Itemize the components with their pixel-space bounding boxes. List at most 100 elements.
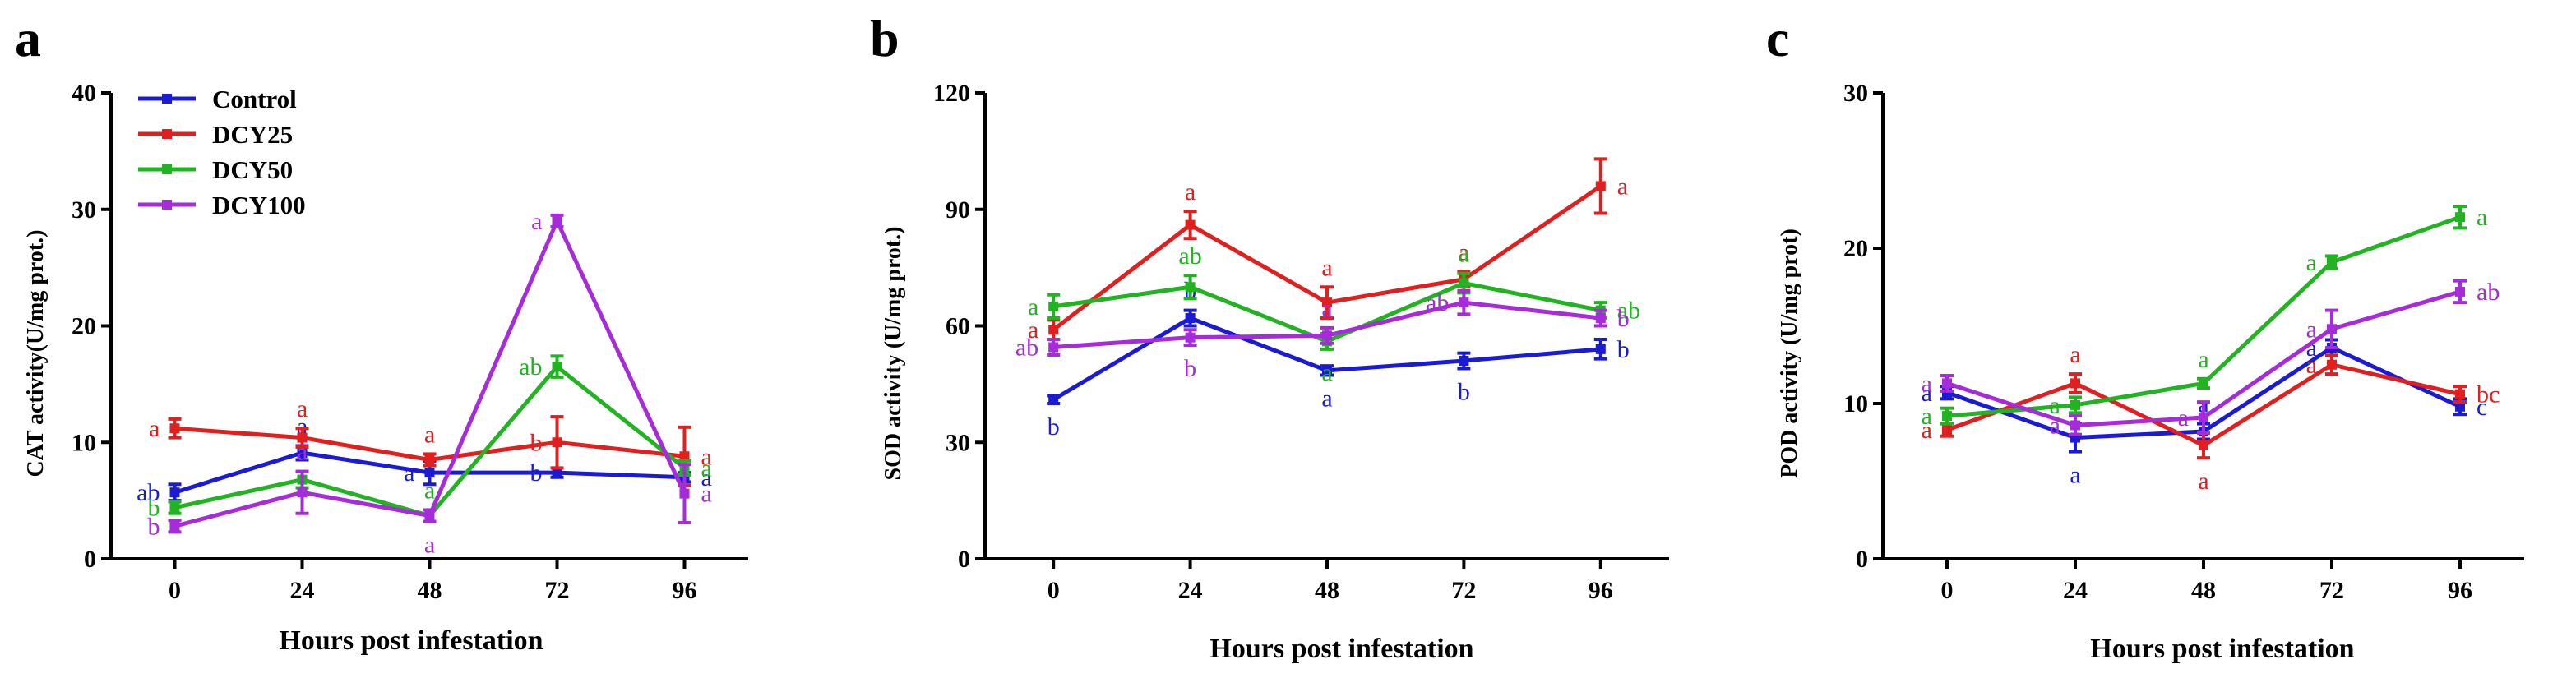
- panel-b-series-control-point: [1048, 394, 1059, 405]
- panel-b-series-dcy25-significance-letter: a: [1617, 173, 1628, 200]
- panel-a-series-dcy100-point: [679, 488, 690, 499]
- legend: Control DCY25 DCY50 DCY100: [138, 85, 306, 219]
- panel-c-series-dcy100-significance-letter: a: [2050, 412, 2060, 439]
- panel-c-series-dcy25-point: [2327, 359, 2337, 370]
- panel-a-series-dcy100-significance-letter: a: [297, 439, 308, 466]
- panel-b-y-tick-label: 0: [958, 546, 970, 573]
- panel-a-series-dcy25-point: [679, 451, 690, 462]
- panel-b-series-dcy100-significance-letter: b: [1184, 355, 1196, 382]
- panel-c-y-tick-label: 10: [1843, 390, 1868, 417]
- panel-b-y-tick-label: 60: [946, 313, 970, 340]
- panel-a-y-tick-label: 40: [72, 80, 96, 107]
- panel-a-series-control-point: [169, 487, 180, 498]
- panel-c-series-dcy25-significance-letter: a: [1922, 417, 1932, 444]
- panel-a-series-control-point: [297, 448, 308, 459]
- panel-b-x-tick-label: 96: [1589, 577, 1613, 604]
- panel-b-y-axis-label: SOD activity (U/mg prot.): [881, 227, 906, 481]
- panel-b-x-tick-label: 24: [1178, 577, 1203, 604]
- panel-a-series-control-significance-letter: ab: [136, 479, 160, 506]
- panel-b-x-tick-label: 48: [1315, 577, 1339, 604]
- panel-a: a CAT activity(U/mg prot.) Hours post in…: [15, 9, 748, 656]
- panel-a-x-tick-label: 0: [169, 577, 181, 604]
- panel-a-series-dcy25-point: [552, 437, 562, 448]
- panel-a-series-dcy50-point: [169, 502, 180, 513]
- panel-b-series-control-point: [1459, 356, 1469, 367]
- panel-b-series-control-point: [1185, 313, 1196, 324]
- panel-c-y-axis-label: POD activity (U/mg prot): [1777, 228, 1802, 478]
- panel-c-series-dcy50-point: [2199, 378, 2208, 389]
- panel-a-series-dcy25-significance-letter: a: [149, 415, 160, 442]
- panel-c-series-dcy100-point: [2070, 420, 2080, 431]
- panel-a-series-dcy100-point: [297, 487, 308, 498]
- legend-marker: [162, 200, 172, 210]
- panel-c-letter: c: [1766, 9, 1789, 67]
- panel-b-x-tick-label: 72: [1451, 577, 1476, 604]
- panel-a-series-dcy100-significance-letter: a: [424, 532, 435, 559]
- panel-a-series-dcy50-significance-letter: a: [701, 454, 712, 482]
- panel-b-series-control: bbabb: [1047, 278, 1630, 440]
- panel-c-series-dcy100-significance-letter: a: [2306, 316, 2317, 343]
- panel-a-series-control-point: [552, 468, 562, 478]
- panel-a-x-tick-label: 72: [545, 577, 570, 604]
- panel-c-x-tick-label: 96: [2448, 577, 2472, 604]
- panel-a-series-dcy25-significance-letter: b: [530, 429, 543, 456]
- panel-c-series-dcy100-point: [1942, 378, 1952, 389]
- panel-c-series-dcy50-significance-letter: a: [2198, 346, 2208, 373]
- panel-a-series-dcy50-significance-letter: a: [424, 477, 435, 504]
- panel-c-y-tick-label: 30: [1843, 80, 1868, 107]
- panel-a-series-dcy100-point: [552, 215, 562, 226]
- panel-a-series-dcy25-significance-letter: a: [424, 421, 435, 448]
- panel-a-y-tick-label: 20: [72, 313, 96, 340]
- panel-a-series-dcy50-significance-letter: b: [148, 495, 160, 522]
- panel-b-series-dcy100-point: [1595, 313, 1606, 324]
- panel-b-y-tick-label: 90: [946, 196, 970, 224]
- panel-b-y-tick-label: 120: [933, 80, 970, 107]
- panel-a-series-dcy100-significance-letter: a: [701, 481, 712, 508]
- panel-b-series-dcy25-significance-letter: a: [1459, 238, 1469, 265]
- panel-c-x-tick-label: 24: [2063, 577, 2088, 604]
- panel-b-series-control-point: [1322, 365, 1332, 376]
- panel-c-series-dcy50-significance-letter: a: [2477, 204, 2487, 231]
- panel-c-series-dcy25-significance-letter: a: [2070, 341, 2080, 368]
- panel-a-y-axis-label: CAT activity(U/mg prot.): [23, 230, 49, 477]
- panel-c-series-dcy100-significance-letter: ab: [2477, 279, 2500, 306]
- legend-item-dcy25: DCY25: [138, 120, 293, 149]
- panel-c-x-tick-label: 0: [1941, 577, 1954, 604]
- panel-a-y-tick-label: 0: [84, 546, 96, 573]
- panel-b-series-dcy25-point: [1322, 297, 1332, 308]
- panel-a-series-dcy100-point: [169, 521, 180, 532]
- panel-c-series-dcy50-point: [1942, 411, 1952, 422]
- panel-b-series-control-significance-letter: a: [1321, 385, 1332, 413]
- panel-a-x-tick-label: 48: [418, 577, 442, 604]
- panel-a-series-control-significance-letter: a: [701, 464, 712, 491]
- panel-b-series-dcy25-point: [1595, 181, 1606, 191]
- panel-a-y-tick-label: 30: [72, 196, 96, 224]
- panel-c: c POD activity (U/mg prot) Hours post in…: [1766, 9, 2524, 664]
- panel-b-series-dcy50-significance-letter: a: [1321, 359, 1332, 386]
- panel-c-series-dcy50-significance-letter: a: [2050, 392, 2060, 419]
- panel-b-series-control-significance-letter: b: [1617, 336, 1630, 363]
- legend-item-dcy50: DCY50: [138, 155, 293, 184]
- panel-b-x-axis-label: Hours post infestation: [1209, 634, 1473, 664]
- panel-b-series-dcy50-point: [1048, 301, 1059, 311]
- panel-b-series-dcy100-point: [1459, 297, 1469, 308]
- panel-b: b SOD activity (U/mg prot.) Hours post i…: [870, 9, 1669, 664]
- panel-a-x-axis-label: Hours post infestation: [279, 625, 543, 656]
- panel-c-series-dcy50-point: [2455, 212, 2465, 223]
- panel-c-series-control-significance-letter: c: [2477, 394, 2487, 421]
- panel-a-series-dcy25-point: [424, 454, 435, 465]
- legend-marker: [162, 94, 172, 104]
- panel-b-y-tick-label: 30: [946, 429, 970, 456]
- panel-b-series-dcy25-significance-letter: a: [1321, 254, 1332, 281]
- panel-c-x-axis-label: Hours post infestation: [2090, 634, 2354, 664]
- panel-b-letter: b: [870, 9, 900, 67]
- panel-b-series-dcy100-significance-letter: b: [1617, 305, 1630, 332]
- panel-b-series-dcy100-point: [1048, 342, 1059, 353]
- panel-c-series-control-significance-letter: a: [2070, 462, 2080, 489]
- legend-marker: [162, 129, 172, 139]
